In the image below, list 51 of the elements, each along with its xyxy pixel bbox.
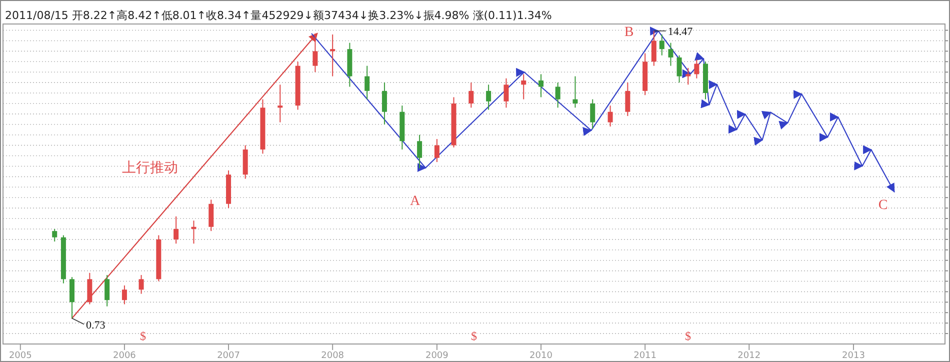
- candlestick: [572, 76, 578, 108]
- annotation: $: [471, 329, 477, 343]
- x-tick-label: 2011: [634, 351, 657, 361]
- candlestick: [608, 105, 613, 127]
- candlestick: [686, 67, 691, 86]
- annotation: 0.73: [86, 319, 106, 332]
- candlestick: [382, 82, 387, 125]
- candlestick: [87, 272, 92, 305]
- annotation: A: [410, 194, 421, 209]
- candlestick: [659, 34, 664, 56]
- candlestick: [590, 98, 596, 130]
- candlestick: [138, 274, 144, 294]
- candlestick: [668, 42, 674, 66]
- candlestick: [330, 34, 336, 77]
- candlestick: [52, 228, 58, 242]
- annotation: B: [624, 25, 634, 40]
- x-tick-label: 2006: [113, 351, 136, 361]
- x-tick-label: 2012: [738, 351, 761, 361]
- candlestick: [191, 220, 196, 244]
- candlestick: [174, 216, 179, 244]
- candlestick: [468, 82, 474, 108]
- candlestick: [555, 82, 560, 108]
- candlestick: [364, 65, 370, 100]
- candlestick: [486, 84, 492, 110]
- candlestick: [278, 84, 283, 123]
- annotation: $: [685, 329, 691, 343]
- x-tick-label: 2009: [425, 351, 449, 361]
- candlestick: [122, 284, 127, 305]
- annotation: 14.47: [668, 26, 694, 38]
- candlestick: [504, 78, 509, 108]
- x-tick-label: 2010: [530, 351, 553, 361]
- candlestick: [651, 30, 656, 66]
- annotation: 上行推动: [122, 160, 178, 176]
- x-tick-label: 2013: [842, 351, 865, 361]
- candlestick: [104, 274, 110, 307]
- annotation: C: [878, 198, 888, 213]
- candlestick: [538, 74, 544, 98]
- chart-subtitle: 2011/08/15 开8.22↑高8.42↑低8.01↑收8.34↑量452929↓额37434↓换3.23%↓振4.98% 涨(0.11)1.34%: [5, 9, 552, 22]
- candlestick: [69, 276, 74, 319]
- candlestick: [521, 74, 526, 100]
- candlestick: [434, 138, 440, 163]
- x-tick-label: 2007: [217, 351, 240, 361]
- candlestick: [676, 54, 682, 84]
- candlestick: [417, 134, 422, 169]
- candlestick: [208, 199, 214, 232]
- candlestick: [312, 32, 318, 73]
- x-tick-label: 2005: [8, 351, 32, 361]
- candlestick: [694, 59, 700, 79]
- x-tick-label: 2008: [321, 351, 344, 361]
- candlestick: [625, 82, 630, 117]
- annotation: $: [140, 329, 146, 343]
